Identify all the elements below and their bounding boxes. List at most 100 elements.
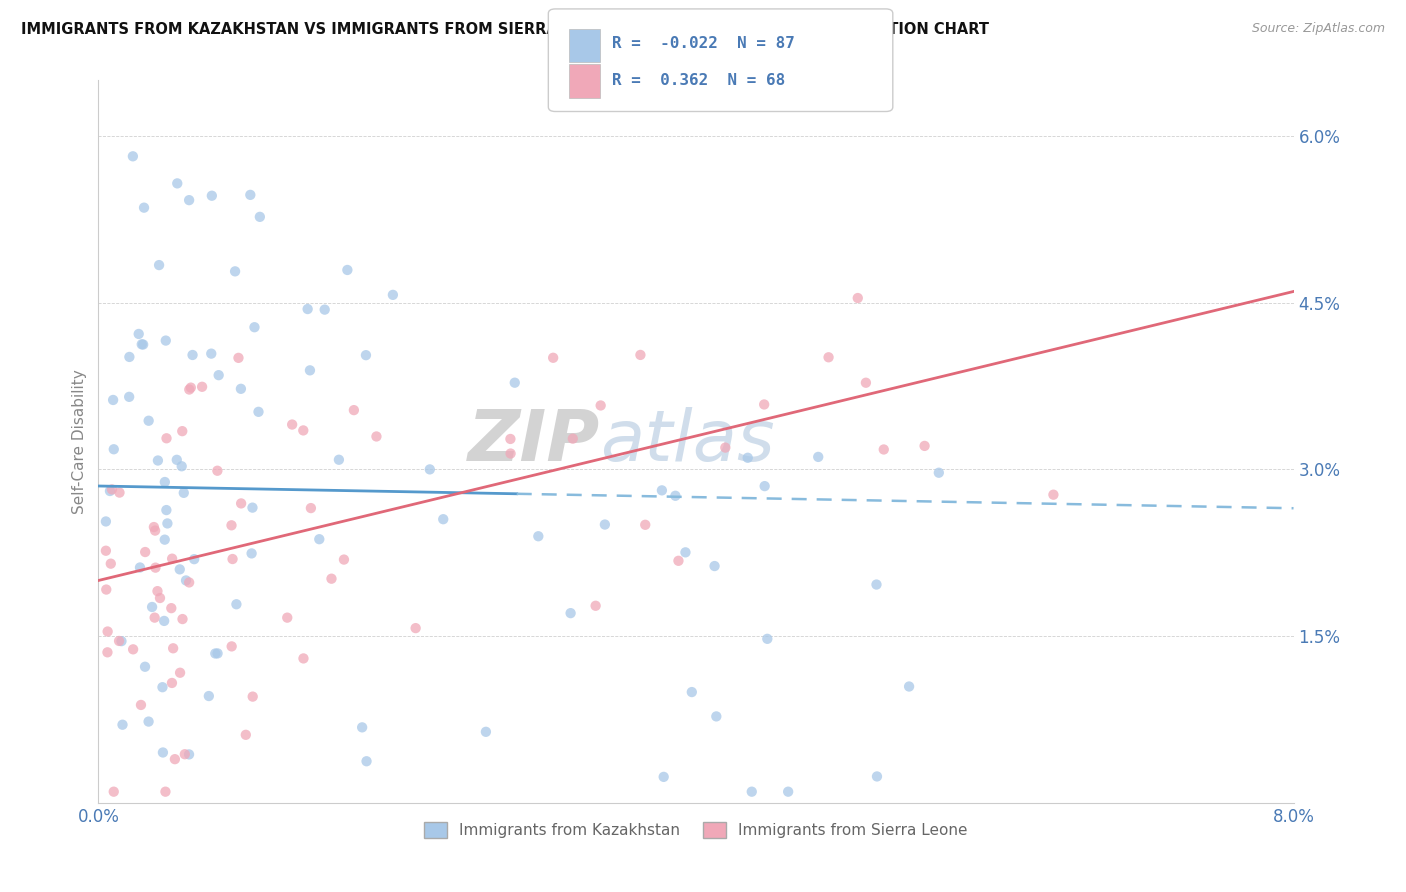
Point [778, 785, 800, 799]
Point [155, 503, 177, 517]
Point [101, 392, 124, 407]
Point [336, 263, 359, 277]
Point [292, 651, 315, 665]
Point [754, 397, 776, 411]
Point [111, 717, 134, 731]
Point [110, 634, 132, 648]
Point [668, 554, 690, 568]
Point [132, 337, 155, 351]
Point [221, 640, 243, 654]
Point [298, 363, 321, 377]
Point [129, 698, 152, 712]
Point [131, 337, 153, 351]
Point [177, 747, 200, 762]
Point [239, 187, 262, 202]
Point [160, 551, 183, 566]
Point [475, 724, 498, 739]
Point [181, 348, 204, 362]
Point [221, 552, 243, 566]
Point [129, 560, 152, 574]
Point [593, 517, 616, 532]
Point [208, 368, 231, 383]
Point [243, 320, 266, 334]
Point [132, 201, 155, 215]
Point [173, 747, 195, 762]
Point [321, 572, 343, 586]
Point [560, 606, 582, 620]
Point [221, 518, 243, 533]
Point [146, 453, 169, 467]
Point [328, 452, 350, 467]
Point [242, 500, 264, 515]
Point [166, 452, 188, 467]
Point [703, 559, 725, 574]
Point [704, 709, 727, 723]
Point [138, 414, 160, 428]
Point [170, 459, 193, 474]
Point [207, 464, 229, 478]
Point [873, 442, 896, 457]
Text: R =  -0.022  N = 87: R = -0.022 N = 87 [612, 37, 794, 51]
Point [585, 599, 607, 613]
Point [172, 424, 194, 438]
Point [817, 351, 839, 365]
Point [138, 714, 160, 729]
Point [914, 439, 936, 453]
Point [249, 210, 271, 224]
Point [866, 769, 889, 783]
Point [229, 382, 252, 396]
Point [756, 632, 779, 646]
Point [807, 450, 830, 464]
Point [651, 483, 673, 498]
Point [754, 479, 776, 493]
Point [499, 432, 522, 446]
Point [146, 584, 169, 599]
Point [94, 543, 117, 558]
Point [333, 552, 356, 566]
Point [148, 258, 170, 272]
Point [134, 545, 156, 559]
Point [229, 496, 252, 510]
Point [103, 442, 125, 457]
Point [352, 720, 374, 734]
Point [855, 376, 877, 390]
Point [94, 515, 117, 529]
Text: R =  0.362  N = 68: R = 0.362 N = 68 [612, 73, 785, 87]
Point [153, 475, 176, 489]
Point [172, 612, 194, 626]
Point [169, 665, 191, 680]
Point [180, 381, 202, 395]
Point [928, 466, 950, 480]
Point [224, 264, 246, 278]
Point [152, 680, 174, 694]
Point [225, 597, 247, 611]
Point [98, 483, 121, 498]
Point [108, 485, 131, 500]
Point [100, 557, 122, 571]
Text: IMMIGRANTS FROM KAZAKHSTAN VS IMMIGRANTS FROM SIERRA LEONE SELF-CARE DISABILITY : IMMIGRANTS FROM KAZAKHSTAN VS IMMIGRANTS… [21, 22, 988, 37]
Point [675, 545, 697, 559]
Point [143, 610, 166, 624]
Point [356, 754, 378, 768]
Point [681, 685, 703, 699]
Point [163, 752, 186, 766]
Point [155, 431, 177, 445]
Point [162, 641, 184, 656]
Point [152, 746, 174, 760]
Point [541, 351, 564, 365]
Point [228, 351, 250, 365]
Point [242, 690, 264, 704]
Point [561, 432, 583, 446]
Point [191, 380, 214, 394]
Point [149, 591, 172, 605]
Point [101, 483, 124, 497]
Point [240, 546, 263, 560]
Point [153, 533, 176, 547]
Point [118, 350, 141, 364]
Point [160, 601, 183, 615]
Point [108, 634, 131, 648]
Point [664, 489, 686, 503]
Point [141, 599, 163, 614]
Point [405, 621, 427, 635]
Point [103, 785, 125, 799]
